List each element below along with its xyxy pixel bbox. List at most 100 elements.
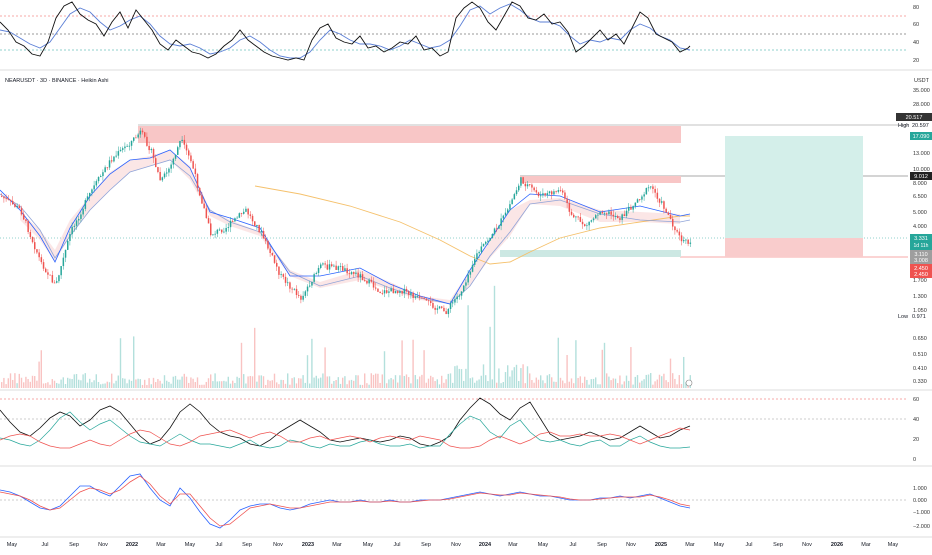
time-axis-label: Jul xyxy=(745,542,752,548)
volume-bar xyxy=(467,305,469,388)
volume-bar xyxy=(47,382,49,388)
candle-body xyxy=(75,220,78,226)
volume-bar xyxy=(368,384,370,388)
volume-bar xyxy=(337,377,339,388)
volume-bar xyxy=(306,355,309,388)
price-candles[interactable] xyxy=(1,127,692,318)
volume-bar xyxy=(245,383,247,388)
volume-bar xyxy=(67,377,69,388)
volume-bar xyxy=(680,384,683,388)
candle-body xyxy=(278,266,280,275)
candle-body xyxy=(18,205,21,209)
supply-zone-mid[interactable] xyxy=(520,176,681,183)
candle-body xyxy=(27,221,29,232)
candle-body xyxy=(504,212,507,216)
rsi-panel[interactable]: 80 60 40 20 xyxy=(0,1,919,64)
candle-body xyxy=(227,227,230,228)
volume-bar xyxy=(179,379,181,388)
candle-body xyxy=(581,221,584,225)
volume-bar xyxy=(507,365,509,388)
macd-panel[interactable]: 1.000 0.000 −1.000 −2.000 xyxy=(0,473,930,530)
volume-bar xyxy=(229,383,232,388)
volume-bar xyxy=(174,375,177,388)
candle-body xyxy=(610,211,612,215)
position-profit-zone[interactable] xyxy=(725,136,863,238)
volume-bar xyxy=(592,378,595,388)
candle-body xyxy=(117,151,120,156)
candle-body xyxy=(436,308,439,310)
volume-bar xyxy=(577,377,579,388)
volume-bar xyxy=(210,374,212,388)
time-axis[interactable]: May Jul Sep Nov 2022 Mar May Jul Sep Nov 2023 Mar Ma… xyxy=(7,542,899,548)
candle-body xyxy=(535,190,538,193)
candle-body xyxy=(405,288,408,292)
volume-bar xyxy=(324,347,326,388)
volume-bar xyxy=(658,374,661,388)
volume-bar xyxy=(322,373,324,388)
volume-bar xyxy=(430,375,432,388)
dmi-panel[interactable]: 60 40 20 0 xyxy=(0,397,919,463)
stop-badge-b: 2.450 xyxy=(914,272,928,278)
volume-bar xyxy=(496,382,498,388)
volume-bar xyxy=(355,375,357,388)
demand-zone[interactable] xyxy=(500,250,681,257)
time-axis-label: 2025 xyxy=(655,542,667,548)
candle-body xyxy=(181,139,183,141)
candle-body xyxy=(342,266,344,271)
volume-bar xyxy=(111,373,113,388)
volume-bar xyxy=(234,382,236,388)
volume-bar xyxy=(163,375,166,388)
supply-zone-top[interactable] xyxy=(138,126,681,143)
candle-body xyxy=(271,253,274,256)
position-loss-zone[interactable] xyxy=(725,238,863,257)
candle-body xyxy=(643,194,645,197)
volume-bar xyxy=(562,380,564,388)
dmi-scale-label: 0 xyxy=(913,457,916,463)
candle-body xyxy=(139,130,142,135)
candle-body xyxy=(559,190,562,191)
volume-bar xyxy=(139,379,141,388)
volume-bars xyxy=(1,285,691,388)
candle-body xyxy=(392,288,395,294)
volume-bar xyxy=(445,379,447,388)
candle-body xyxy=(430,301,432,304)
volume-bar xyxy=(1,382,3,388)
candle-body xyxy=(287,282,289,284)
candle-body xyxy=(645,187,648,195)
candle-body xyxy=(619,218,621,220)
volume-bar xyxy=(183,373,185,388)
candle-body xyxy=(326,264,329,270)
candle-body xyxy=(238,213,241,218)
candle-body xyxy=(192,161,194,169)
candle-body xyxy=(280,274,282,275)
candle-body xyxy=(128,145,131,147)
volume-bar xyxy=(14,373,16,388)
volume-bar xyxy=(621,384,623,388)
candle-body xyxy=(625,210,628,216)
price-panel[interactable]: NEARUSDT · 3D · BINANCE · Heikin Ashi US… xyxy=(0,78,932,388)
candle-body xyxy=(328,264,331,270)
price-scale-label: 10.000 xyxy=(913,167,930,173)
time-axis-label: 2024 xyxy=(479,542,492,548)
candle-body xyxy=(298,295,300,296)
candle-body xyxy=(524,183,527,187)
candle-body xyxy=(650,186,652,188)
macd-line xyxy=(0,473,691,529)
volume-bar xyxy=(350,379,353,388)
candle-body xyxy=(282,274,285,277)
candle-body xyxy=(115,155,117,157)
candle-body xyxy=(377,288,379,292)
resistance-badge: 9.012 xyxy=(914,174,928,180)
candle-body xyxy=(25,219,27,222)
volume-bar xyxy=(155,382,157,388)
volume-bar xyxy=(148,378,150,388)
candle-body xyxy=(31,236,34,243)
candle-body xyxy=(636,199,639,203)
volume-bar xyxy=(168,381,170,388)
volume-bar xyxy=(247,376,249,388)
volume-bar xyxy=(137,378,139,388)
eye-icon[interactable] xyxy=(685,379,693,387)
volume-bar xyxy=(423,350,425,388)
